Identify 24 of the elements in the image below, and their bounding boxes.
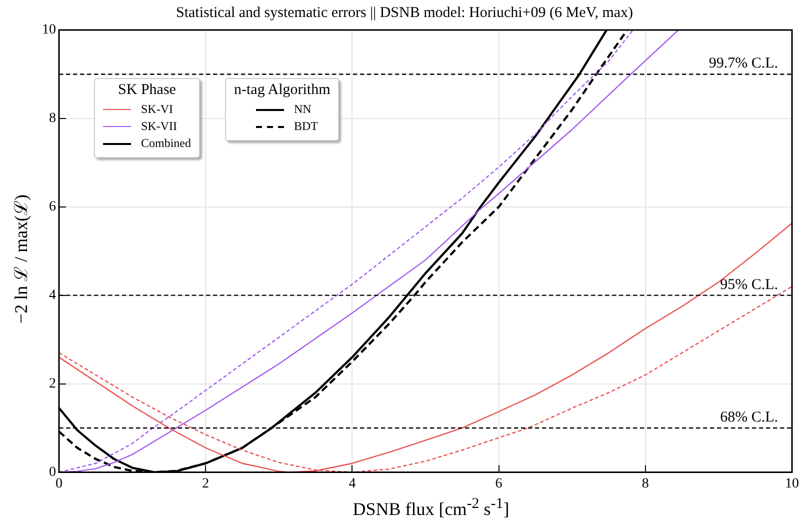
y-tick-label: 4: [49, 288, 56, 303]
y-axis-title: −2 ln ℒ / max(ℒ): [10, 193, 32, 326]
ref-line-label: 95% C.L.: [720, 276, 778, 293]
y-tick-label: 0: [49, 464, 56, 480]
legend-label: SK-VII: [140, 118, 178, 135]
legend-title: SK Phase: [117, 82, 177, 99]
y-tick-label: 6: [49, 200, 56, 215]
y-tick-label: 2: [49, 376, 56, 392]
y-tick-label: 8: [49, 111, 56, 126]
legend-label: Combined: [140, 135, 191, 152]
x-tick-label: 2: [202, 476, 210, 492]
annotation: NN: [293, 101, 312, 118]
ref-line-label: 99.7% C.L.: [708, 56, 778, 72]
annotation: BDT: [293, 118, 319, 135]
ref-line-label: 68% C.L.: [720, 409, 778, 426]
x-tick-label: 10: [785, 476, 799, 492]
y-tick-label: 10: [42, 22, 56, 38]
legend-label: SK-VI: [140, 101, 174, 118]
x-tick-label: 4: [348, 476, 356, 492]
x-tick-label: 6: [495, 476, 502, 492]
x-tick-label: 8: [642, 476, 649, 492]
annotation: n-tag Algorithm: [234, 82, 330, 99]
x-axis-title: DSNB flux [cm$^{-2}$ s$^{-1}$]: [352, 496, 510, 520]
chart-title: Statistical and systematic errors || DSNB model: Horiuchi+09 (6 MeV, max): [174, 5, 634, 22]
